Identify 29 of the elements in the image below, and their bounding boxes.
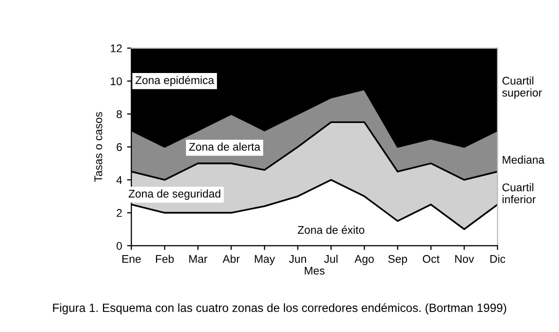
y-tick-label: 8: [116, 110, 122, 118]
x-tick-label: Ago: [354, 255, 374, 266]
y-axis-title: Tasas o casos: [94, 112, 102, 182]
series-label: Zona de éxito: [298, 226, 364, 234]
x-tick-label: Oct: [422, 255, 440, 263]
x-tick-label: Abr: [222, 254, 240, 263]
x-tick-label: Mar: [189, 255, 208, 263]
y-tick-label: 10: [110, 77, 122, 86]
y-tick-label: 4: [116, 176, 122, 184]
x-tick-label: Nov: [455, 255, 474, 263]
x-tick-label: Jun: [289, 255, 306, 263]
x-tick-label: Sep: [388, 255, 408, 266]
x-tick-label: Dic: [490, 254, 506, 263]
series-label: Zona epidémica: [135, 76, 214, 86]
x-tick-label: Feb: [156, 254, 174, 263]
y-tick-label: 12: [110, 44, 122, 52]
y-tick-label: 0: [116, 242, 122, 250]
text: Cuartil inferior: [502, 183, 536, 204]
x-tick-label: Ene: [122, 255, 141, 263]
series-label: Zona de seguridad: [128, 189, 220, 200]
y-tick-label: 2: [116, 209, 122, 217]
text: Cuartil superior: [502, 76, 542, 99]
x-axis-title: Mes: [304, 266, 325, 275]
x-tick-label: May: [254, 255, 275, 266]
text: Mediana: [502, 156, 545, 164]
x-tick-label: Jul: [324, 254, 338, 263]
y-tick-label: 6: [116, 143, 122, 152]
series-label: Zona de alerta: [189, 142, 260, 151]
text: Figura 1. Esquema con las cuatro zonas de los corredores endémicos. (Bortman 1999): [53, 303, 506, 314]
